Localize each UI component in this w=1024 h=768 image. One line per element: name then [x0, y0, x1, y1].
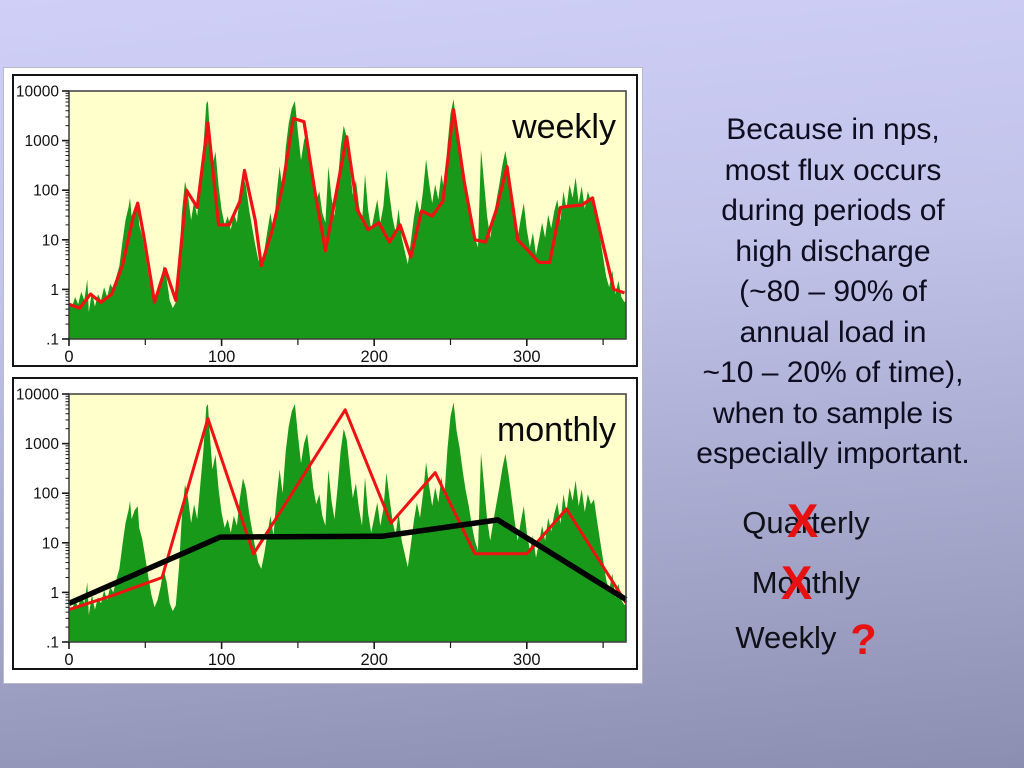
daily-flux-area: [69, 99, 626, 339]
svg-text:300: 300: [513, 651, 541, 668]
svg-text:100: 100: [208, 348, 236, 365]
svg-text:100: 100: [33, 183, 59, 200]
daily-flux-area: [69, 402, 626, 642]
svg-text:.1: .1: [46, 635, 59, 652]
svg-text:10: 10: [42, 535, 60, 552]
chart-panel: 10000 1000 100 10 1.1 0 100 200 300 weekly 10000 1…: [3, 67, 643, 684]
plot-border: [68, 90, 627, 340]
svg-text:10000: 10000: [16, 387, 59, 404]
svg-text:1: 1: [50, 282, 59, 299]
paragraph-line: ~10 – 20% of time),: [702, 356, 964, 389]
y-axis: 10000 1000 100 10 1 .1: [16, 84, 69, 349]
svg-text:300: 300: [513, 348, 541, 365]
paragraph-line: high discharge: [735, 234, 931, 268]
weekly-chart-box: 10000 1000 100 10 1 .1 0 100 200 300 weekly: [12, 74, 638, 367]
y-axis: 10000 1000 100 10 1 .1: [16, 387, 69, 652]
x-axis: 0 100 200 300: [64, 339, 604, 365]
paragraph-line: annual load in: [739, 315, 927, 349]
red-question-mark: ?: [850, 616, 877, 664]
weekly-chart: 10000 1000 100 10 1 .1 0 100 200 300 weekly: [16, 84, 627, 365]
svg-text:200: 200: [360, 348, 388, 365]
svg-text:100: 100: [208, 651, 236, 668]
paragraph-line: during periods of: [721, 194, 945, 227]
svg-text:1000: 1000: [25, 133, 60, 150]
plot-border: [68, 393, 627, 643]
svg-text:10000: 10000: [16, 84, 59, 101]
quarterly-samples-line: [67, 517, 628, 606]
paragraph-line: when to sample is: [712, 396, 954, 430]
svg-text:200: 200: [360, 651, 388, 668]
svg-text:0: 0: [64, 348, 73, 365]
paragraph-line: especially important.: [696, 437, 970, 470]
monthly-chart-box: 10000 1000 100 10 1 .1 0 100 200 300 monthly: [12, 377, 638, 670]
option-quarterly: Quarterly X: [660, 497, 952, 544]
paragraph-line: Because in nps,: [726, 113, 940, 146]
option-weekly-label: Weekly: [735, 619, 837, 655]
option-monthly: Monthly X: [660, 559, 952, 606]
weekly-samples-line: [68, 108, 625, 310]
option-weekly: Weekly ?: [660, 616, 952, 664]
svg-text:0: 0: [64, 651, 73, 668]
option-quarterly-label: Quarterly: [742, 505, 870, 540]
red-x-mark: X: [787, 494, 819, 547]
explanation-text: Because in nps, most flux occurs during …: [658, 110, 1008, 475]
monthly-chart: 10000 1000 100 10 1 .1 0 100 200 300 monthly: [16, 387, 628, 668]
chart-title: weekly: [511, 108, 616, 146]
option-monthly-label: Monthly: [751, 565, 861, 600]
svg-text:.1: .1: [46, 332, 59, 349]
svg-text:10: 10: [42, 232, 60, 249]
paragraph-line: (~80 – 90% of: [739, 275, 927, 308]
x-axis: 0 100 200 300: [64, 642, 604, 668]
paragraph-line: most flux occurs: [724, 153, 942, 187]
monthly-samples-line: [68, 408, 628, 612]
svg-text:1000: 1000: [25, 436, 60, 453]
svg-text:100: 100: [33, 486, 59, 503]
svg-text:1: 1: [50, 585, 59, 602]
red-x-mark: X: [781, 556, 813, 609]
chart-title: monthly: [497, 411, 616, 449]
